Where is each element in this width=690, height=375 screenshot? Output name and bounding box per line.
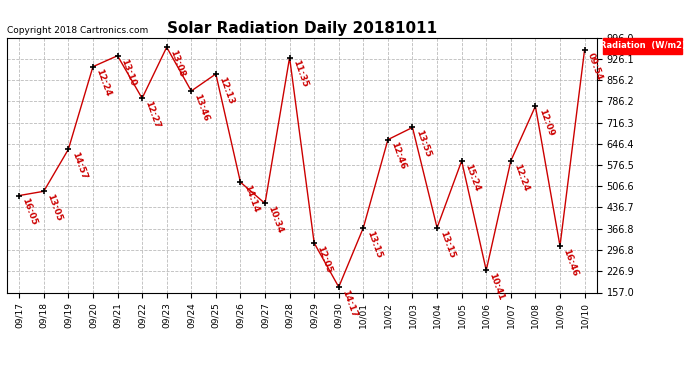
Text: 12:05: 12:05 — [315, 244, 334, 274]
Text: 15:24: 15:24 — [463, 162, 482, 192]
Text: 14:57: 14:57 — [70, 151, 88, 181]
Text: Radiation  (W/m2): Radiation (W/m2) — [600, 41, 685, 50]
Text: 16:46: 16:46 — [562, 248, 580, 278]
Text: 16:05: 16:05 — [21, 197, 39, 227]
Text: 12:13: 12:13 — [217, 75, 235, 105]
Text: 11:35: 11:35 — [291, 59, 309, 89]
Bar — [603, 38, 682, 54]
Text: 13:08: 13:08 — [168, 49, 186, 78]
Text: 12:24: 12:24 — [95, 68, 112, 98]
Text: 10:41: 10:41 — [488, 272, 506, 302]
Text: 13:46: 13:46 — [193, 92, 211, 123]
Text: 12:27: 12:27 — [144, 100, 161, 130]
Text: 13:15: 13:15 — [438, 229, 457, 259]
Text: 13:10: 13:10 — [119, 57, 137, 87]
Text: 12:46: 12:46 — [389, 141, 408, 171]
Text: 10:34: 10:34 — [266, 205, 285, 235]
Text: 13:05: 13:05 — [45, 193, 63, 222]
Text: Copyright 2018 Cartronics.com: Copyright 2018 Cartronics.com — [7, 26, 148, 35]
Text: 14:14: 14:14 — [241, 183, 260, 214]
Text: 12:24: 12:24 — [512, 162, 531, 192]
Text: 09:54: 09:54 — [586, 51, 604, 81]
Text: 13:15: 13:15 — [365, 229, 383, 259]
Title: Solar Radiation Daily 20181011: Solar Radiation Daily 20181011 — [167, 21, 437, 36]
Text: 12:09: 12:09 — [537, 108, 555, 138]
Text: 14:17: 14:17 — [340, 288, 359, 319]
Text: 13:55: 13:55 — [414, 129, 432, 159]
